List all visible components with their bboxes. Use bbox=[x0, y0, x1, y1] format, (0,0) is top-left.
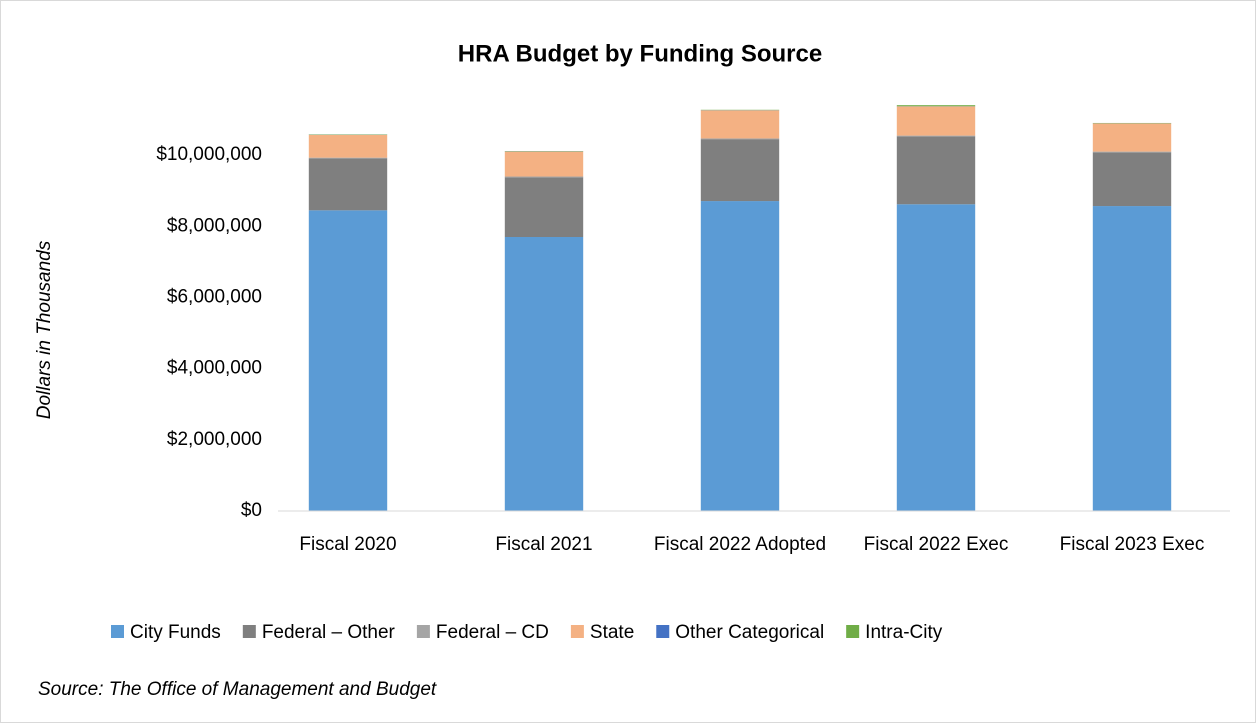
source-note: Source: The Office of Management and Bud… bbox=[38, 679, 437, 700]
x-tick-label: Fiscal 2023 Exec bbox=[1060, 534, 1205, 555]
y-tick-label: $6,000,000 bbox=[167, 287, 262, 308]
bar-segment bbox=[896, 106, 976, 136]
legend-label: Federal – CD bbox=[436, 622, 549, 643]
y-tick-label: $10,000,000 bbox=[156, 144, 262, 165]
bar-segment bbox=[1092, 123, 1172, 152]
bar-segment bbox=[896, 105, 976, 107]
bar-segment bbox=[308, 134, 388, 158]
legend-label: Other Categorical bbox=[675, 622, 824, 643]
y-tick-label: $2,000,000 bbox=[167, 429, 262, 450]
chart-title: HRA Budget by Funding Source bbox=[458, 40, 822, 67]
y-tick-label: $0 bbox=[241, 500, 262, 521]
bar-segment bbox=[896, 204, 976, 511]
legend-label: Intra-City bbox=[865, 622, 943, 643]
bar-segment bbox=[308, 157, 388, 159]
bar-segment bbox=[504, 176, 584, 178]
bar-segment bbox=[308, 158, 388, 211]
x-tick-label: Fiscal 2022 Adopted bbox=[654, 534, 826, 555]
legend-swatch bbox=[416, 625, 430, 638]
bar-segment bbox=[308, 210, 388, 511]
legend-label: Federal – Other bbox=[262, 622, 396, 643]
bar-segment bbox=[1092, 151, 1172, 153]
bar-segment bbox=[504, 151, 584, 177]
bar-segment bbox=[700, 138, 780, 140]
x-tick-label: Fiscal 2020 bbox=[299, 534, 396, 555]
y-tick-label: $4,000,000 bbox=[167, 358, 262, 379]
bar-segment bbox=[896, 136, 976, 205]
bar-segment bbox=[700, 139, 780, 202]
legend-label: State bbox=[590, 622, 634, 643]
legend-swatch bbox=[846, 625, 860, 638]
bar-segment bbox=[1092, 152, 1172, 207]
x-tick-label: Fiscal 2021 bbox=[495, 534, 592, 555]
legend-swatch bbox=[656, 625, 670, 638]
bar-segment bbox=[504, 177, 584, 238]
legend-label: City Funds bbox=[130, 622, 221, 643]
x-tick-label: Fiscal 2022 Exec bbox=[864, 534, 1009, 555]
bar-segment bbox=[1092, 206, 1172, 511]
bar-segment bbox=[896, 135, 976, 137]
bar-segment bbox=[700, 110, 780, 139]
legend-swatch bbox=[242, 625, 256, 638]
bar-segment bbox=[700, 201, 780, 512]
bar-segment bbox=[504, 237, 584, 511]
y-axis-label: Dollars in Thousands bbox=[34, 240, 55, 419]
legend-swatch bbox=[111, 625, 124, 638]
y-tick-label: $8,000,000 bbox=[167, 215, 262, 236]
legend-swatch bbox=[570, 625, 584, 638]
